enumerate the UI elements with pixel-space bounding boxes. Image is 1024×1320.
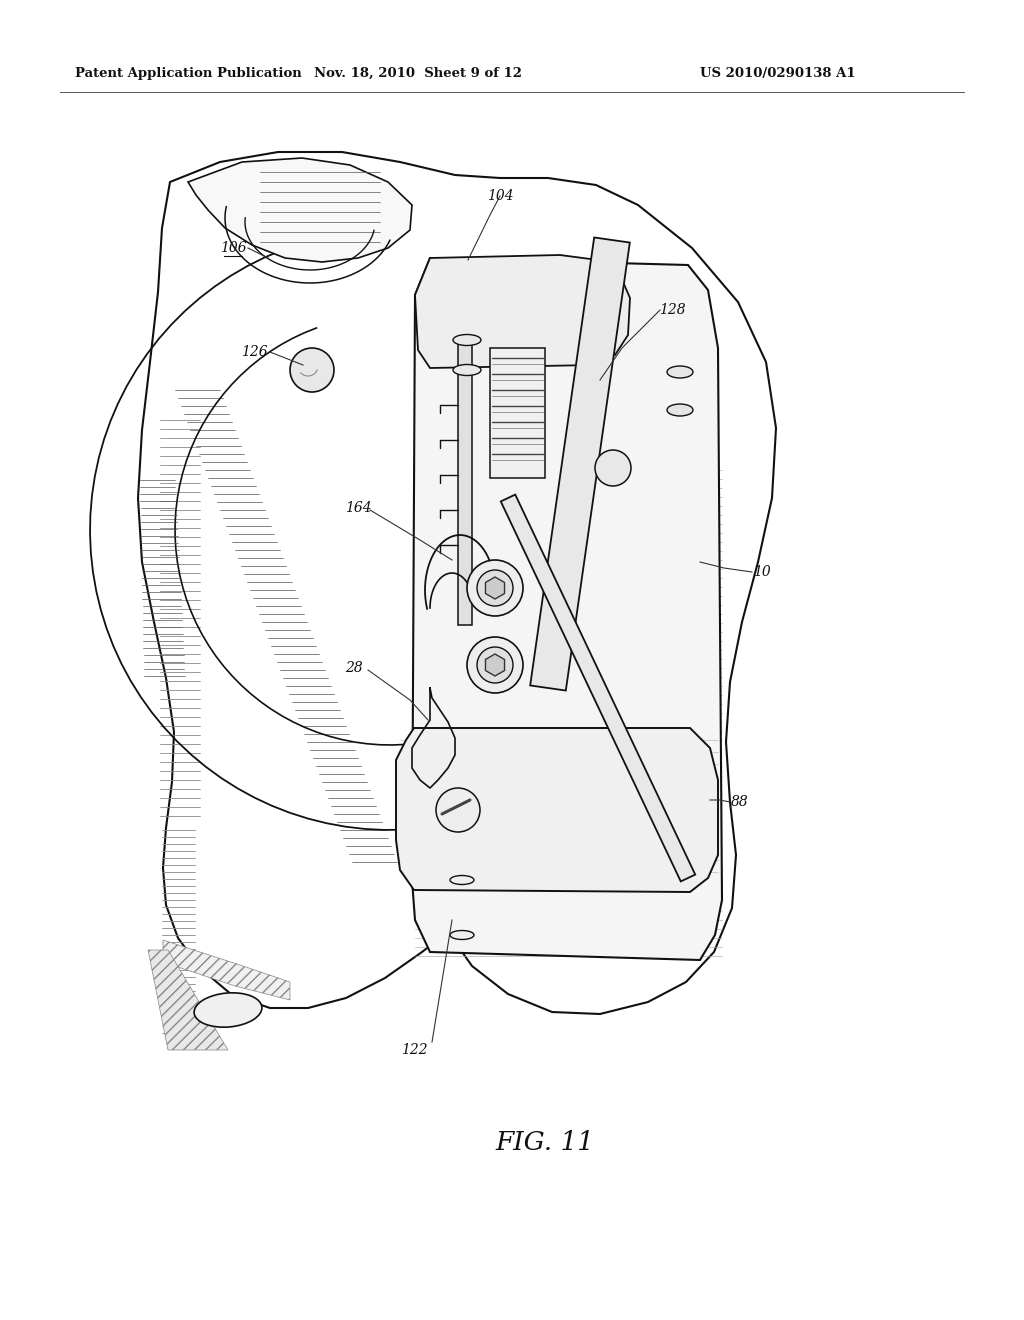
Ellipse shape — [195, 993, 262, 1027]
Polygon shape — [415, 255, 630, 368]
Text: 10: 10 — [753, 565, 771, 579]
Text: 122: 122 — [400, 1043, 427, 1057]
Ellipse shape — [667, 404, 693, 416]
Text: 106: 106 — [220, 242, 247, 255]
Text: FIG. 11: FIG. 11 — [496, 1130, 595, 1155]
Polygon shape — [188, 158, 412, 261]
Circle shape — [477, 647, 513, 682]
Circle shape — [436, 788, 480, 832]
Text: Nov. 18, 2010  Sheet 9 of 12: Nov. 18, 2010 Sheet 9 of 12 — [314, 66, 522, 79]
Circle shape — [467, 638, 523, 693]
Text: Patent Application Publication: Patent Application Publication — [75, 66, 302, 79]
Circle shape — [290, 348, 334, 392]
Text: 126: 126 — [241, 345, 267, 359]
Polygon shape — [163, 940, 290, 1001]
Polygon shape — [530, 238, 630, 690]
Ellipse shape — [453, 334, 481, 346]
Polygon shape — [458, 341, 472, 624]
Polygon shape — [138, 152, 776, 1014]
Circle shape — [595, 450, 631, 486]
Circle shape — [467, 560, 523, 616]
Polygon shape — [396, 729, 718, 892]
Polygon shape — [485, 577, 505, 599]
Polygon shape — [490, 348, 545, 478]
Polygon shape — [485, 653, 505, 676]
Ellipse shape — [667, 366, 693, 378]
Text: 28: 28 — [345, 661, 362, 675]
Ellipse shape — [450, 875, 474, 884]
Polygon shape — [412, 257, 722, 960]
Ellipse shape — [450, 931, 474, 940]
Text: US 2010/0290138 A1: US 2010/0290138 A1 — [700, 66, 856, 79]
Polygon shape — [148, 950, 228, 1049]
Text: 88: 88 — [731, 795, 749, 809]
Circle shape — [477, 570, 513, 606]
Polygon shape — [501, 495, 695, 882]
Text: 104: 104 — [486, 189, 513, 203]
Text: 128: 128 — [658, 304, 685, 317]
Ellipse shape — [453, 364, 481, 375]
Text: 164: 164 — [345, 502, 372, 515]
